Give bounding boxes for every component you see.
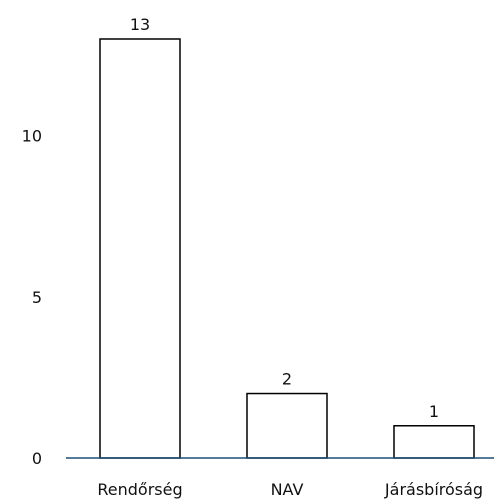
y-tick-label: 0 <box>32 449 42 468</box>
bar <box>99 38 181 459</box>
bar-value-label: 13 <box>130 15 150 34</box>
x-tick-label: Járásbíróság <box>384 480 483 499</box>
bar <box>393 425 475 459</box>
y-tick-label: 5 <box>32 288 42 307</box>
y-axis-ticks: 0 5 10 <box>22 127 42 468</box>
x-tick-label: NAV <box>271 480 304 499</box>
bar <box>246 392 328 459</box>
bar-value-label: 2 <box>282 370 292 389</box>
data-labels: 13 2 1 <box>130 15 439 421</box>
bars <box>99 38 475 459</box>
y-tick-label: 10 <box>22 127 42 146</box>
x-axis-labels: Rendőrség NAV Járásbíróság <box>97 480 483 499</box>
bar-value-label: 1 <box>429 402 439 421</box>
x-tick-label: Rendőrség <box>97 480 182 499</box>
